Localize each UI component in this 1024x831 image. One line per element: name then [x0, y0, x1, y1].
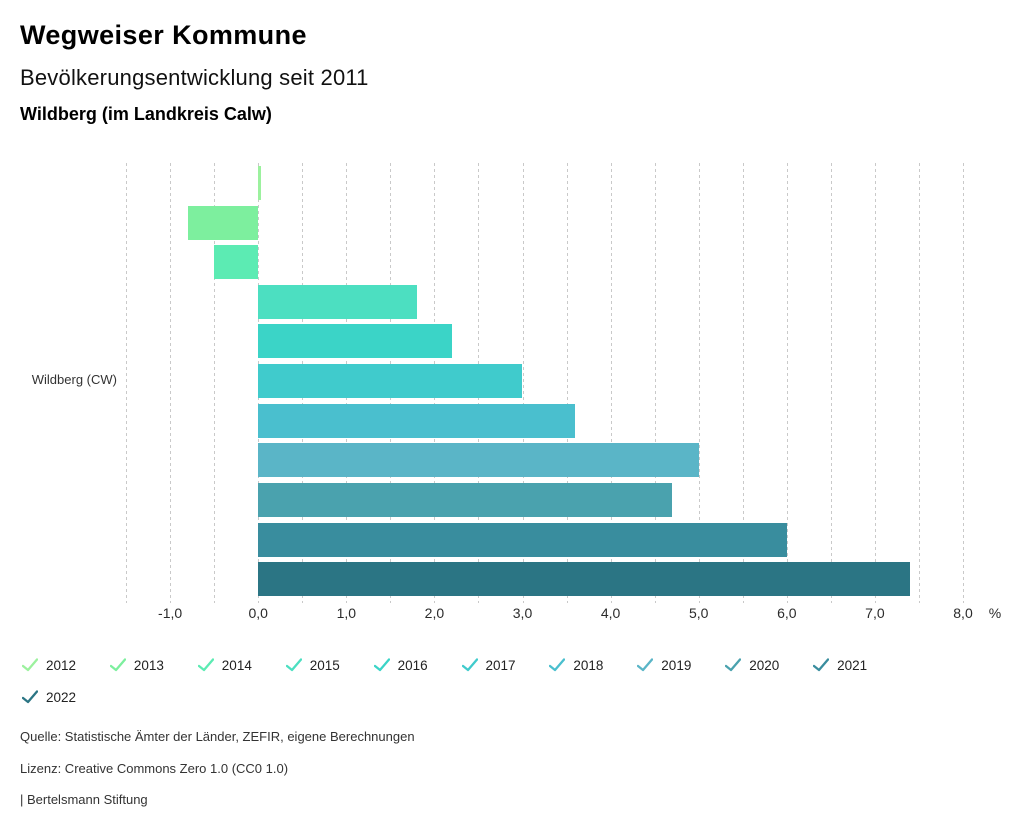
bar-2022[interactable] — [258, 562, 911, 597]
legend-item-label: 2022 — [46, 689, 77, 705]
check-icon — [549, 658, 566, 672]
check-icon — [725, 658, 742, 672]
legend-item-2018[interactable]: 2018 — [549, 655, 603, 675]
gridline — [522, 163, 524, 603]
bar-2021[interactable] — [258, 522, 787, 557]
legend-item-label: 2012 — [46, 657, 77, 673]
legend-item-2017[interactable]: 2017 — [461, 655, 516, 675]
gridline — [830, 163, 832, 603]
bar-2014[interactable] — [214, 245, 259, 280]
gridline — [786, 163, 788, 603]
x-tick-label: 6,0 — [777, 605, 797, 621]
legend-item-label: 2016 — [397, 657, 428, 673]
check-icon — [373, 658, 390, 672]
bar-2019[interactable] — [258, 443, 699, 478]
legend-item-label: 2017 — [485, 657, 516, 673]
legend-item-label: 2014 — [221, 657, 252, 673]
gridline — [566, 163, 568, 603]
bar-2015[interactable] — [258, 284, 417, 319]
legend-item-label: 2020 — [749, 657, 780, 673]
legend-item-2014[interactable]: 2014 — [197, 655, 252, 675]
gridline — [963, 163, 964, 603]
bar-2020[interactable] — [258, 482, 673, 517]
app-title: Wegweiser Kommune — [20, 20, 307, 50]
bar-2012[interactable] — [258, 165, 261, 200]
gridline — [170, 163, 172, 603]
legend-item-2020[interactable]: 2020 — [725, 655, 779, 675]
gridline — [654, 163, 656, 603]
check-icon — [637, 658, 654, 672]
chart-title: Bevölkerungsentwicklung seit 2011 — [20, 65, 369, 90]
x-tick-label: -1,0 — [158, 605, 183, 621]
bar-2017[interactable] — [258, 364, 523, 398]
x-tick-label: 1,0 — [336, 605, 357, 621]
gridline — [214, 163, 216, 603]
legend-item-2015[interactable]: 2015 — [285, 655, 340, 675]
source-note: Quelle: Statistische Ämter der Länder, Z… — [20, 729, 415, 744]
legend-item-label: 2019 — [661, 657, 692, 673]
check-icon — [813, 658, 830, 672]
y-axis-group-label: Wildberg (CW) — [31, 372, 117, 387]
check-icon — [285, 658, 302, 672]
x-tick-label: 0,0 — [248, 605, 268, 621]
x-tick-label: 5,0 — [688, 605, 709, 621]
gridline — [126, 163, 127, 603]
legend-item-2019[interactable]: 2019 — [637, 655, 691, 675]
check-icon — [197, 658, 214, 672]
legend-item-2022[interactable]: 2022 — [22, 687, 76, 707]
license-note: Lizenz: Creative Commons Zero 1.0 (CC0 1… — [20, 761, 289, 776]
bar-2018[interactable] — [258, 403, 576, 438]
x-tick-label: 4,0 — [600, 605, 621, 621]
check-icon — [22, 658, 38, 672]
region-title: Wildberg (im Landkreis Calw) — [20, 104, 272, 124]
bar-2016[interactable] — [258, 324, 452, 359]
legend-item-2021[interactable]: 2021 — [813, 655, 867, 675]
legend-item-label: 2021 — [837, 657, 868, 673]
check-icon — [461, 658, 478, 672]
x-axis-unit-label: % — [988, 605, 1002, 621]
x-tick-label: 7,0 — [865, 605, 885, 621]
legend-item-2012[interactable]: 2012 — [22, 655, 76, 675]
legend-item-label: 2018 — [573, 657, 604, 673]
gridline — [918, 163, 920, 603]
legend-item-2016[interactable]: 2016 — [373, 655, 428, 675]
plot-area — [126, 163, 964, 603]
check-icon — [22, 690, 38, 704]
legend-item-2013[interactable]: 2013 — [109, 655, 164, 675]
x-tick-label: 3,0 — [512, 605, 533, 621]
gridline — [874, 163, 876, 603]
attribution-note: | Bertelsmann Stiftung — [20, 792, 148, 807]
check-icon — [109, 658, 126, 672]
gridline — [698, 163, 700, 603]
bar-2013[interactable] — [187, 205, 259, 240]
legend-item-label: 2015 — [309, 657, 340, 673]
legend-item-label: 2013 — [133, 657, 164, 673]
gridline — [610, 163, 612, 603]
gridline — [742, 163, 744, 603]
x-tick-label: 2,0 — [424, 605, 445, 621]
x-tick-label: 8,0 — [953, 605, 973, 621]
